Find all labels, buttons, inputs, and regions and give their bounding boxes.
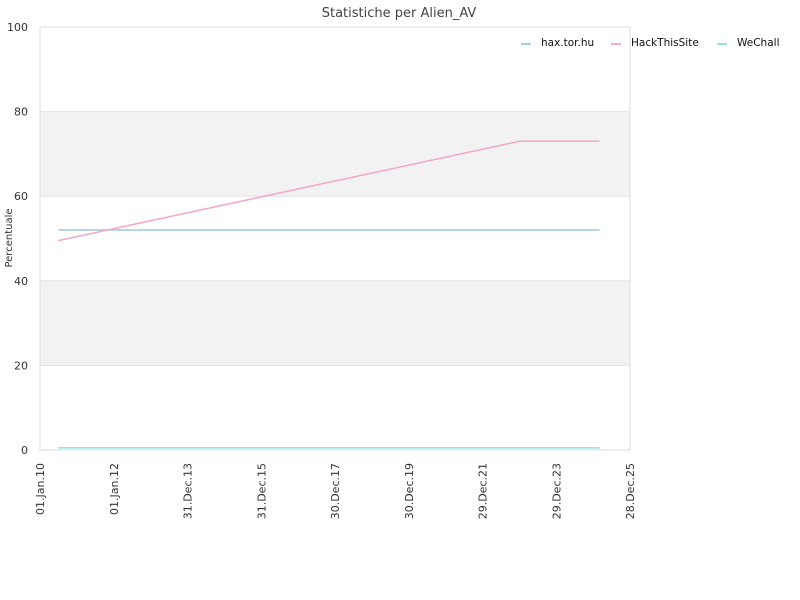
y-tick-label: 80 bbox=[14, 106, 28, 119]
x-tick-label: 01.Jan.12 bbox=[108, 463, 121, 515]
x-tick-label: 30.Dec.17 bbox=[329, 463, 342, 519]
x-tick-label: 28.Dec.25 bbox=[624, 463, 637, 519]
y-tick-label: 60 bbox=[14, 190, 28, 203]
series-lines bbox=[58, 140, 600, 449]
legend-label: HackThisSite bbox=[631, 37, 699, 49]
x-tick-label: 29.Dec.21 bbox=[477, 463, 490, 519]
series-line bbox=[58, 140, 600, 242]
x-tick-label: 30.Dec.19 bbox=[403, 463, 416, 519]
x-axis-ticks: 01.Jan.10 01.Jan.12 31.Dec.13 31.Dec.15 30.D… bbox=[34, 463, 637, 519]
y-axis-label: Percentuale bbox=[4, 208, 15, 267]
x-tick-label: 01.Jan.10 bbox=[34, 463, 47, 515]
plot-band bbox=[40, 280, 630, 366]
legend-label: hax.tor.hu bbox=[541, 37, 594, 49]
x-tick-label: 29.Dec.23 bbox=[550, 463, 563, 519]
y-axis-ticks: 0 20 40 60 80 100 bbox=[7, 21, 28, 457]
plot-bands bbox=[40, 111, 630, 366]
plot-band bbox=[40, 111, 630, 197]
y-tick-label: 20 bbox=[14, 359, 28, 372]
x-tick-label: 31.Dec.13 bbox=[182, 463, 195, 519]
chart-title: Statistiche per Alien_AV bbox=[322, 6, 477, 21]
x-tick-label: 31.Dec.15 bbox=[255, 463, 268, 519]
y-tick-label: 40 bbox=[14, 275, 28, 288]
y-tick-label: 0 bbox=[21, 444, 28, 457]
legend: hax.tor.hu HackThisSite WeChall bbox=[521, 37, 779, 49]
grid-lines bbox=[40, 26, 630, 451]
legend-label: WeChall bbox=[737, 37, 779, 49]
y-tick-label: 100 bbox=[7, 21, 28, 34]
plot-frame bbox=[39, 26, 631, 451]
